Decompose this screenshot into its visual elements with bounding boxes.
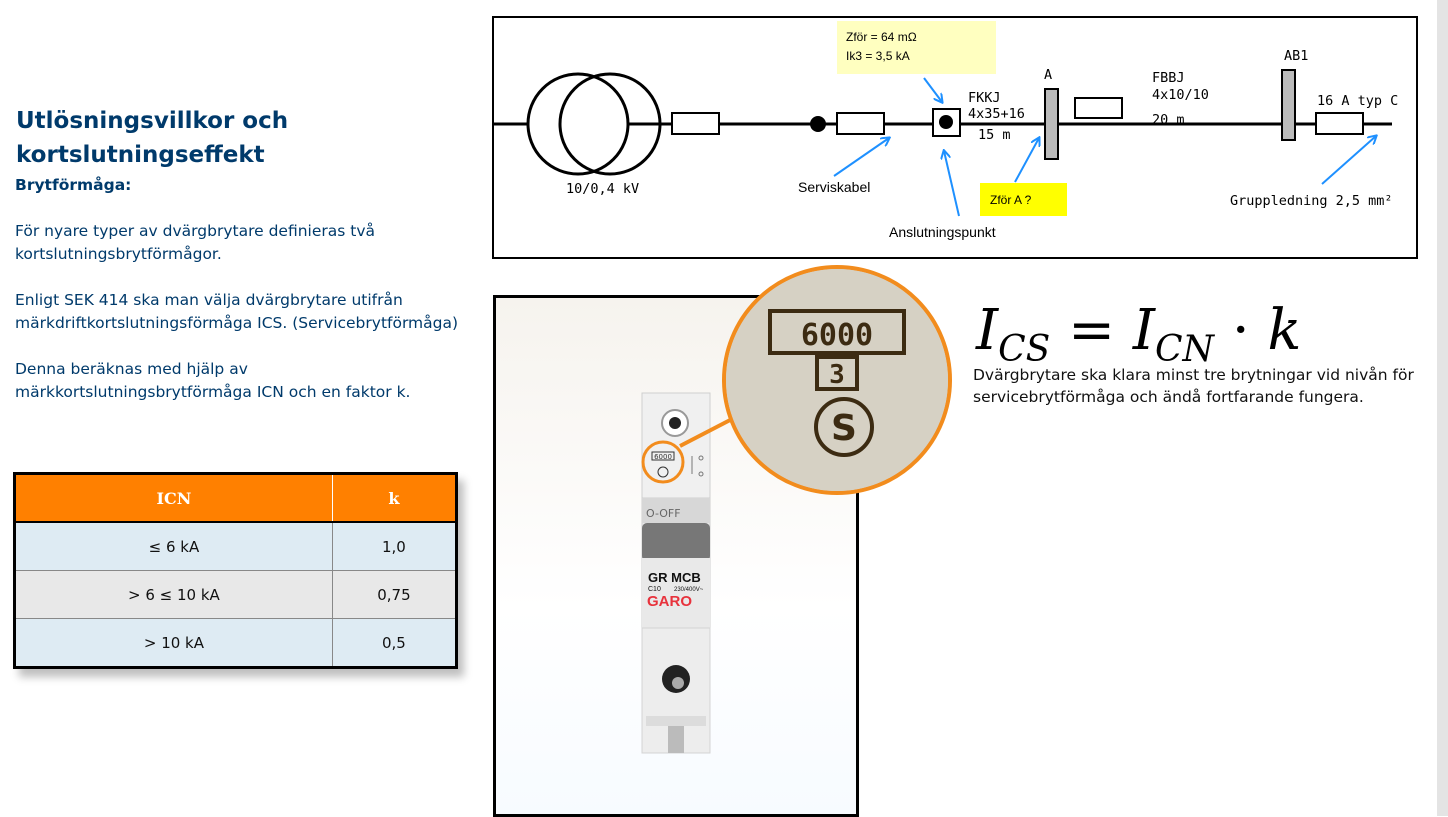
table-header-icn: ICN [14,473,333,523]
paragraph-sek414: Enligt SEK 414 ska man välja dvärgbrytar… [15,291,459,332]
gruppledning-label: Gruppledning 2,5 mm² [1230,193,1393,209]
fuse-icon [1315,112,1364,135]
fuse-icon [1074,97,1123,119]
formula-lhs-sub: CS [998,329,1051,370]
ics-formula: ICS = ICN · k [976,298,1301,370]
magnifier-connector [679,416,735,448]
brand-logo: GARO [647,593,692,610]
formula-lhs: I [976,298,999,363]
anslutningspunkt-label: Anslutningspunkt [889,224,996,240]
table-cell: 1,0 [331,521,457,571]
node-dot-icon [810,116,826,132]
table-cell: > 10 kA [14,618,333,668]
fkkj-spec: 4x35+16 [968,106,1025,122]
marking-symbol: S [831,408,857,449]
fkkj-label: FKKJ [968,90,1001,106]
subheading: Brytförmåga: [15,176,132,194]
table-header-k: k [331,473,457,523]
busbar-a-icon [1044,88,1059,160]
table-cell: ≤ 6 kA [14,521,333,571]
breaker-model: GR MCB [648,570,701,585]
arrow-icon [923,77,942,102]
paragraph-intro: För nyare typer av dvärgbrytare definier… [15,222,375,263]
magnified-marking: 6000 3 S [722,265,952,495]
zfor-a-label: Zför A ? [990,193,1032,207]
breaker-rating: C10 [648,586,661,593]
arrow-icon [1014,138,1039,183]
connection-dot-icon [939,115,953,129]
fuse-icon [836,112,885,135]
transformer-icon [526,72,630,176]
table-row: ≤ 6 kA 1,0 [14,521,457,571]
fbbj-spec: 4x10/10 [1152,87,1209,103]
ab1-label: AB1 [1284,48,1308,64]
formula-equals: = [1068,298,1116,363]
transformer-label: 10/0,4 kV [566,181,639,197]
breaker-note: Dvärgbrytare ska klara minst tre brytnin… [973,366,1414,406]
table-row: > 10 kA 0,5 [14,618,457,668]
impedance-note-line1: Zför = 64 mΩ [846,30,917,44]
busbar-ab1-icon [1281,69,1296,141]
circuit-diagram-svg: Zför = 64 mΩ Ik3 = 3,5 kA Zför A ? 10/0,… [494,21,1398,240]
formula-k: k [1267,298,1302,363]
marking-class: 3 [829,360,845,390]
arrow-icon [944,151,960,217]
page-title: Utlösningsvillkor och kortslutningseffek… [16,108,289,168]
formula-rhs-sub: CN [1155,329,1215,370]
breaker-voltage: 230/400V~ [674,587,704,593]
arrow-icon [1321,136,1376,185]
formula-rhs: I [1132,298,1156,363]
impedance-note-line2: Ik3 = 3,5 kA [846,49,910,63]
zfor-a-box [980,183,1067,216]
fkkj-length: 15 m [978,127,1011,143]
marking-value: 6000 [801,318,873,353]
circuit-breaker-photo: 6000 O-OFF GR MCB C10 230/400V~ GARO [493,295,859,817]
table-cell: 0,75 [331,570,457,619]
table-row: > 6 ≤ 10 kA 0,75 [14,570,457,619]
transformer-icon-secondary [558,72,662,176]
fuse-16a-label: 16 A typ C [1317,93,1398,109]
scrollbar[interactable] [1437,0,1448,816]
fbbj-length: 20 m [1152,112,1185,128]
switch-label: O-OFF [646,507,681,520]
k-factor-table: ICN k ≤ 6 kA 1,0 > 6 ≤ 10 kA 0,75 > 10 k… [13,472,458,669]
impedance-note-box [837,21,996,74]
circuit-diagram: Zför = 64 mΩ Ik3 = 3,5 kA Zför A ? 10/0,… [492,16,1418,259]
serviskabel-label: Serviskabel [798,179,870,195]
marking-small-value: 6000 [654,453,672,461]
formula-dot: · [1231,298,1250,363]
magnified-marking-svg: 6000 3 S [726,269,948,491]
arrow-icon [833,138,889,177]
fuse-icon [671,112,720,135]
point-a-label: A [1044,67,1052,83]
fbbj-label: FBBJ [1152,70,1185,86]
table-cell: > 6 ≤ 10 kA [14,570,333,619]
paragraph-calc: Denna beräknas med hjälp av märkkortslut… [15,360,411,401]
table-cell: 0,5 [331,618,457,668]
